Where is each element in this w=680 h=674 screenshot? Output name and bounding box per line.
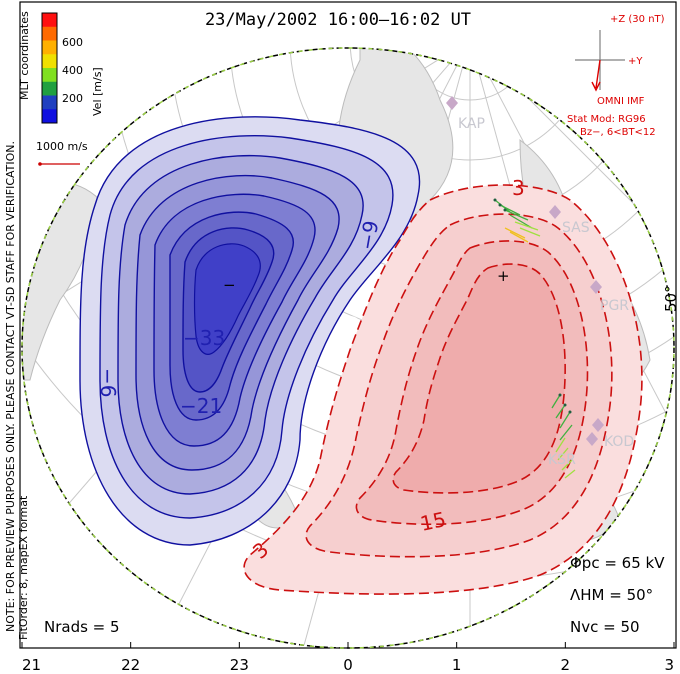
contour-label-neg-6: −6: [96, 368, 120, 397]
latitude-label: 50°: [662, 285, 680, 312]
colorbar-tick-600: 600: [62, 36, 83, 49]
sas-station-icon: [549, 205, 561, 219]
colorbar-segment: [42, 26, 57, 41]
hm-boundary-latitude: ΛHM = 50°: [570, 586, 653, 604]
pgr-station-icon: [590, 280, 602, 294]
colorbar-tick-200: 200: [62, 92, 83, 105]
scale-vector-label: 1000 m/s: [36, 140, 88, 153]
vector-count: Nvc = 50: [570, 618, 640, 636]
colorbar-segment: [42, 13, 57, 28]
colorbar-tick-400: 400: [62, 64, 83, 77]
mlt-tick-label: 0: [343, 656, 353, 674]
colorbar-segment: [42, 95, 57, 110]
imf-z-label: +Z (30 nT): [610, 14, 665, 25]
contour-label-neg-21: −21: [180, 394, 222, 418]
stat-model-bin-label: Bz−, 6<BT<12: [580, 127, 656, 138]
imf-source-label: OMNI IMF: [597, 96, 645, 107]
station-label-ksr: KSR: [548, 452, 576, 468]
station-label-kap: KAP: [458, 116, 485, 132]
positive-potential-cell: [243, 184, 643, 595]
velocity-vectors: [493, 198, 576, 479]
colorbar-label: Vel [m/s]: [91, 67, 104, 116]
mlt-tick-label: 23: [230, 656, 249, 674]
colorbar-segment: [42, 40, 57, 55]
mlt-tick-label: 2: [561, 656, 571, 674]
potential-min-marker: −: [223, 276, 236, 294]
imf-y-label: +Y: [628, 56, 643, 67]
colorbar-segment: [42, 54, 57, 69]
coordinate-system-label: MLT coordinates: [18, 11, 31, 100]
scale-vector: [38, 162, 80, 166]
mlt-tick-label: 3: [664, 656, 674, 674]
map-title: 23/May/2002 16:00–16:02 UT: [205, 10, 471, 30]
heppner-maynard-boundary: [21, 47, 675, 649]
colorbar-segment: [42, 109, 57, 124]
imf-vector-arrow: [591, 59, 601, 92]
colorbar-segment: [42, 81, 57, 96]
ksr-station-icon: [592, 418, 604, 432]
potential-max-marker: +: [497, 267, 510, 285]
contour-label-pos-3-top: 3: [512, 176, 525, 200]
station-label-pgr: PGR: [600, 298, 629, 314]
stat-model-label: Stat Mod: RG96: [567, 114, 646, 125]
preview-notice: NOTE: FOR PREVIEW PURPOSES ONLY. PLEASE …: [4, 141, 17, 632]
mlt-tick-label: 22: [121, 656, 140, 674]
velocity-colorbar: [41, 12, 58, 124]
kap-station-icon: [446, 96, 458, 110]
colorbar-border: [41, 12, 58, 124]
kod-station-icon: [586, 432, 598, 446]
radar-count: Nrads = 5: [44, 618, 120, 636]
mlt-tick-label: 21: [22, 656, 41, 674]
cross-polar-potential: Φpc = 65 kV: [570, 554, 665, 572]
station-label-kod: KOD: [604, 434, 634, 450]
contour-label-pos-15: 15: [418, 507, 448, 536]
station-markers: [446, 96, 604, 446]
contour-label-neg-9: −9: [354, 219, 383, 252]
negative-potential-cell: [79, 116, 421, 546]
pole-marker: [341, 316, 359, 328]
mlt-axis: 21 22 23 0 1 2 3: [21, 642, 675, 674]
station-label-sas: SAS: [562, 220, 590, 236]
fit-order-label: FitOrder: 8, mapEX format: [17, 495, 30, 640]
mlt-tick-label: 1: [452, 656, 462, 674]
colorbar-segment: [42, 68, 57, 83]
contour-label-neg-33: −33: [183, 326, 225, 350]
